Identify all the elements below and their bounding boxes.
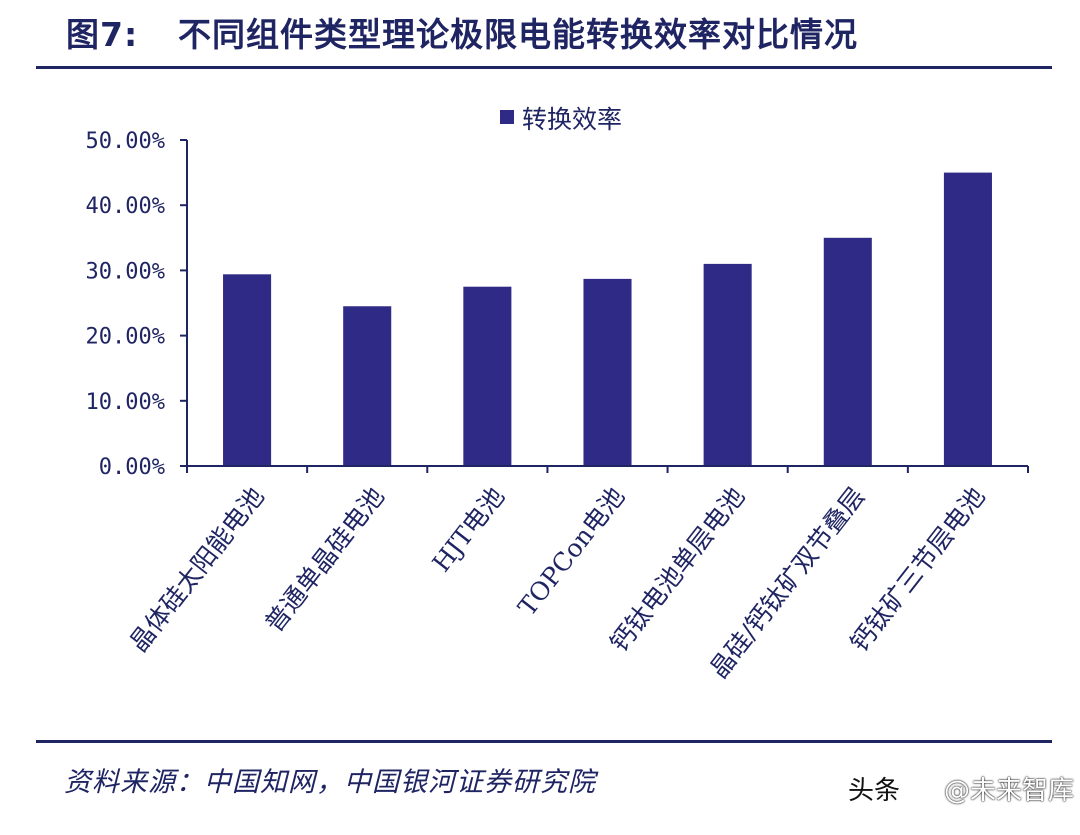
x-tick-label: 晶体硅太阳能电池 [124,482,270,657]
header-divider [36,66,1052,69]
source-note: 资料来源：中国知网，中国银河证券研究院 [64,767,596,798]
y-tick-label: 0.00% [99,455,165,480]
bar [583,278,632,466]
watermark: 头条 @未来智库 [848,770,1074,807]
y-tick-label: 50.00% [86,129,165,154]
y-axis: 0.00% 10.00% 20.00% 30.00% 40.00% 50.00% [86,129,188,480]
x-tick-label: 钙钛电池单层电池 [604,482,750,657]
bar [223,274,272,466]
y-tick-label: 10.00% [86,390,165,415]
watermark-account: @未来智库 [944,776,1075,806]
figure-title: 图7: 不同组件类型理论极限电能转换效率对比情况 [66,8,858,56]
figure-title-text: 不同组件类型理论极限电能转换效率对比情况 [178,15,858,54]
bar-chart: 转换效率 0.00% 10.00% 20.00% 30.00% 40.00% 50.00%… [86,105,1029,684]
bars [223,172,992,466]
bar [343,306,392,466]
y-tick-label: 40.00% [86,194,165,219]
y-tick-label: 20.00% [86,325,165,350]
x-tick-label: HJT电池 [427,482,510,577]
footer-divider [36,740,1052,743]
legend-swatch [500,110,514,124]
x-tick-label: TOPCon电池 [512,482,630,621]
x-tick-label: 普通单晶硅电池 [259,482,390,638]
legend-label: 转换效率 [522,105,622,134]
bar [703,263,752,466]
bar [943,172,992,466]
figure-label: 图7: [66,15,139,54]
chart-legend: 转换效率 [500,105,622,134]
bar [823,237,872,466]
watermark-platform: 头条 [848,776,901,806]
y-tick-label: 30.00% [86,259,165,284]
x-tick-label: 钙钛矿三节层电池 [845,482,991,657]
bar [463,286,512,466]
